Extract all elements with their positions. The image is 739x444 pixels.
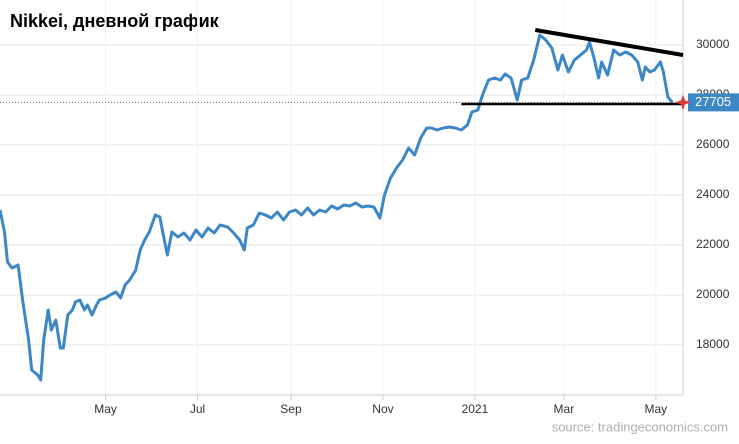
line xyxy=(0,33,674,382)
x-tick-label: May xyxy=(94,402,117,416)
x-tick-label: May xyxy=(645,402,668,416)
x-tick-label: Sep xyxy=(280,402,302,416)
y-tick-label: 24000 xyxy=(696,187,730,201)
last-point-marker xyxy=(675,94,691,111)
x-tick-label: Nov xyxy=(372,402,393,416)
trend-line xyxy=(534,28,684,57)
y-tick-label: 18000 xyxy=(696,337,730,351)
y-tick-label: 22000 xyxy=(696,237,730,251)
last-value-box xyxy=(688,93,739,112)
source: source: tradingeconomics.com xyxy=(552,419,728,434)
x-tick-label: Jul xyxy=(190,402,205,416)
last-value-label: 27705 xyxy=(695,94,731,109)
chart-title: Nikkei, дневной график xyxy=(10,11,220,31)
y-tick-label: 30000 xyxy=(696,37,730,51)
x-tick-label: 2021 xyxy=(462,402,489,416)
x-tick-label: Mar xyxy=(554,402,575,416)
y-tick-label: 20000 xyxy=(696,287,730,301)
y-tick-label: 26000 xyxy=(696,137,730,151)
